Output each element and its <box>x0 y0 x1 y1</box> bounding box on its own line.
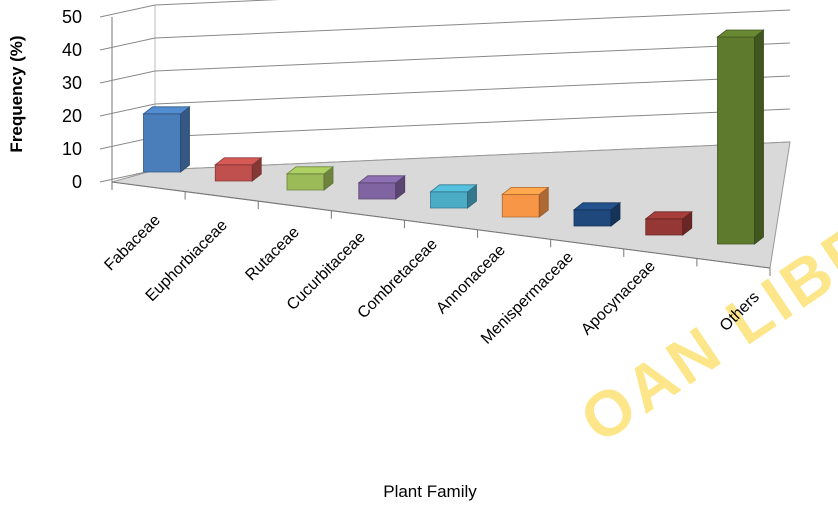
bar-front <box>286 173 325 191</box>
x-category-label: Annonaceae <box>433 242 509 318</box>
bar-top <box>644 211 693 220</box>
bar-top <box>142 106 191 115</box>
bar-front <box>573 209 612 227</box>
y-axis-ticks: 0 10 20 30 40 50 <box>62 7 82 192</box>
bar-front <box>143 113 181 173</box>
bar <box>357 175 406 200</box>
bar-top <box>572 202 622 211</box>
x-category-label: Apocynaceae <box>578 258 659 339</box>
bar-front <box>430 191 468 209</box>
x-category-label: Fabaceae <box>101 212 163 274</box>
y-tick-label: 10 <box>62 139 82 159</box>
bar-front <box>214 164 253 182</box>
gridline <box>154 75 791 105</box>
bar <box>572 202 622 227</box>
bar <box>716 29 765 245</box>
bars <box>142 29 765 245</box>
gridline <box>154 42 791 72</box>
bar <box>501 186 550 218</box>
x-axis-line <box>111 181 771 269</box>
y-tick-label: 20 <box>62 106 82 126</box>
gridline-side <box>99 37 156 51</box>
x-axis-label: Plant Family <box>383 482 477 501</box>
bar-top <box>357 175 406 184</box>
y-tick-label: 30 <box>62 73 82 93</box>
bar <box>214 157 263 182</box>
bar <box>142 105 191 173</box>
bar-top <box>501 186 550 195</box>
gridline-side <box>99 70 156 84</box>
bar-side <box>754 29 764 245</box>
bar-front <box>645 218 684 236</box>
bar-front <box>358 182 397 200</box>
gridline-side <box>99 103 156 117</box>
x-category-label: Combretaceae <box>355 236 441 322</box>
gridline <box>154 108 791 138</box>
gridline-side <box>99 4 156 18</box>
bar <box>644 211 693 236</box>
bar <box>429 184 478 209</box>
bar-top <box>429 184 478 193</box>
chart-floor <box>111 141 791 276</box>
bar-top <box>716 29 765 38</box>
bar <box>285 166 335 191</box>
bar-top <box>285 166 335 175</box>
gridline <box>154 0 280 6</box>
y-tick-label: 50 <box>62 7 82 27</box>
bar-side <box>180 105 190 173</box>
y-axis-label: Frequency (%) <box>7 35 26 152</box>
bar-top <box>214 157 263 166</box>
y-tick-label: 40 <box>62 40 82 60</box>
bar-front <box>717 36 755 245</box>
bar-front <box>501 193 540 218</box>
gridline <box>154 9 791 39</box>
x-category-label: Rutaceae <box>242 224 303 285</box>
y-tick-label: 0 <box>72 172 82 192</box>
